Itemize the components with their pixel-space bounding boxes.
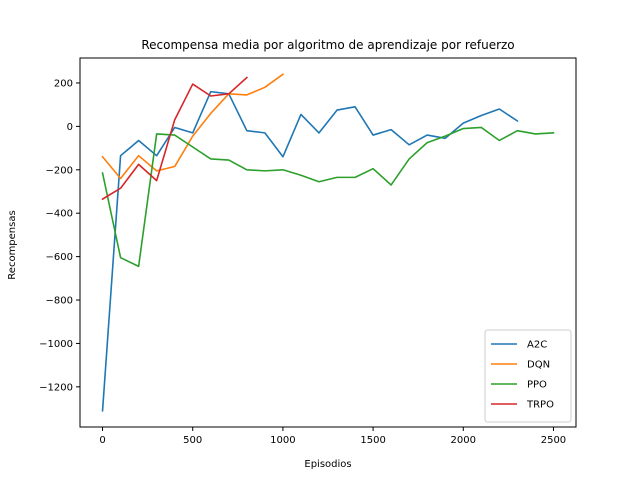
y-tick-label: −1000 [39,339,73,350]
legend-label-ppo: PPO [527,380,547,391]
axes-frame [79,57,577,428]
y-axis: −1200 −1000 −800 −600 −400 −200 0 200 [39,78,80,393]
x-tick-label: 1500 [360,435,385,446]
x-tick-label: 0 [99,435,105,446]
series-line-dqn [101,73,285,180]
chart-title: Recompensa media por algoritmo de aprend… [141,38,514,52]
y-axis-label: Recompensas [7,210,18,279]
x-tick-label: 500 [183,435,202,446]
y-tick-label: 0 [67,122,73,133]
x-tick-label: 2500 [541,435,566,446]
series-layer [101,73,555,412]
series-line-trpo [101,76,248,201]
y-tick-label: 200 [54,78,73,89]
x-axis: 0 500 1000 1500 2000 2500 [99,427,566,446]
x-axis-label: Episodios [304,459,351,470]
series-line-ppo [101,126,555,268]
legend-label-dqn: DQN [527,360,550,371]
x-tick-label: 2000 [451,435,476,446]
y-tick-label: −200 [46,165,73,176]
x-tick-label: 1000 [270,435,295,446]
y-tick-label: −800 [46,296,73,307]
y-tick-label: −400 [46,209,73,220]
legend-label-trpo: TRPO [526,400,554,411]
legend-label-a2c: A2C [527,340,547,351]
y-tick-label: −600 [46,252,73,263]
legend: A2C DQN PPO TRPO [484,329,572,423]
legend-box [484,329,572,423]
y-tick-label: −1200 [39,382,73,393]
